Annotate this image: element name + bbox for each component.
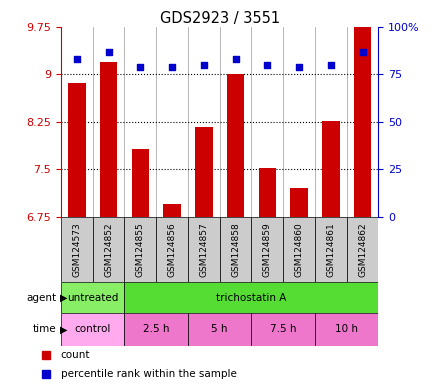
Bar xyxy=(219,217,251,282)
Text: count: count xyxy=(61,350,90,360)
Bar xyxy=(283,217,314,282)
Text: GSM124860: GSM124860 xyxy=(294,222,303,277)
Point xyxy=(73,56,80,62)
Bar xyxy=(92,217,124,282)
Bar xyxy=(187,217,219,282)
Point xyxy=(105,48,112,55)
Bar xyxy=(289,189,307,217)
Bar xyxy=(124,282,378,313)
Bar xyxy=(353,27,371,217)
Text: GSM124858: GSM124858 xyxy=(230,222,240,277)
Text: GSM124573: GSM124573 xyxy=(72,222,81,277)
Text: GSM124856: GSM124856 xyxy=(167,222,176,277)
Point xyxy=(327,62,334,68)
Point xyxy=(295,64,302,70)
Text: GSM124855: GSM124855 xyxy=(135,222,145,277)
Bar xyxy=(346,217,378,282)
Text: GSM124857: GSM124857 xyxy=(199,222,208,277)
Bar xyxy=(258,168,276,217)
Bar xyxy=(131,149,149,217)
Text: untreated: untreated xyxy=(67,293,118,303)
Point xyxy=(168,64,175,70)
Text: GSM124859: GSM124859 xyxy=(262,222,271,277)
Point xyxy=(232,56,239,62)
Text: 7.5 h: 7.5 h xyxy=(270,324,296,334)
Point xyxy=(358,48,365,55)
Text: 5 h: 5 h xyxy=(211,324,227,334)
Bar xyxy=(124,217,156,282)
Title: GDS2923 / 3551: GDS2923 / 3551 xyxy=(159,11,279,26)
Bar xyxy=(61,282,124,313)
Bar xyxy=(251,313,314,346)
Bar xyxy=(226,74,244,217)
Point xyxy=(263,62,270,68)
Bar xyxy=(61,313,124,346)
Bar xyxy=(251,217,283,282)
Bar xyxy=(163,204,181,217)
Bar xyxy=(124,313,187,346)
Bar xyxy=(99,62,117,217)
Point xyxy=(200,62,207,68)
Point xyxy=(137,64,144,70)
Text: control: control xyxy=(74,324,111,334)
Text: trichostatin A: trichostatin A xyxy=(216,293,286,303)
Text: ▶: ▶ xyxy=(60,293,68,303)
Text: GSM124861: GSM124861 xyxy=(326,222,335,277)
Text: time: time xyxy=(33,324,56,334)
Text: GSM124862: GSM124862 xyxy=(357,222,366,277)
Text: ▶: ▶ xyxy=(60,324,68,334)
Bar xyxy=(68,83,85,217)
Text: agent: agent xyxy=(26,293,56,303)
Bar xyxy=(156,217,187,282)
Text: 10 h: 10 h xyxy=(335,324,357,334)
Bar xyxy=(194,127,212,217)
Text: percentile rank within the sample: percentile rank within the sample xyxy=(61,369,236,379)
Text: 2.5 h: 2.5 h xyxy=(143,324,169,334)
Bar xyxy=(61,217,92,282)
Text: GSM124852: GSM124852 xyxy=(104,222,113,277)
Bar xyxy=(314,217,346,282)
Bar xyxy=(187,313,251,346)
Bar xyxy=(321,121,339,217)
Bar xyxy=(314,313,378,346)
